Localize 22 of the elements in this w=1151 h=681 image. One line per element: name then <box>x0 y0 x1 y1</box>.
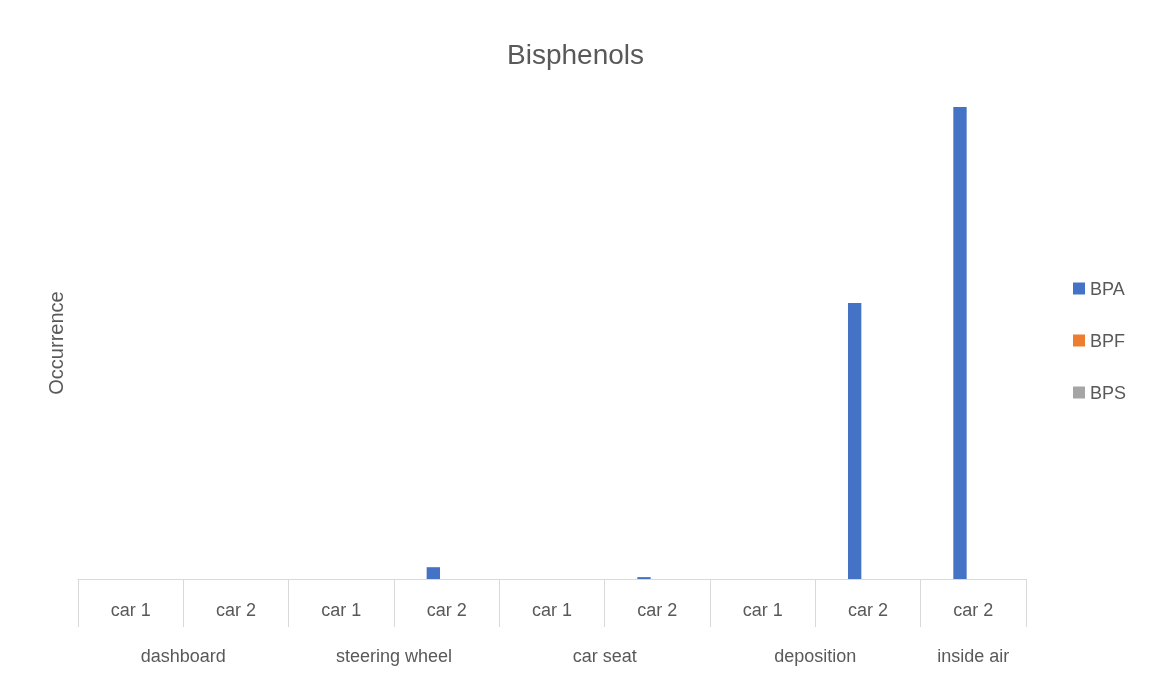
x-tick-label: car 2 <box>215 600 257 620</box>
x-tick-label: car 1 <box>110 600 151 620</box>
text: inside air <box>937 646 1010 666</box>
chart-title: Bisphenols <box>507 38 644 70</box>
x-tick-label: car 1 <box>531 600 573 620</box>
text: dashboard <box>140 646 226 666</box>
text: car seat <box>572 646 637 666</box>
text: steering wheel <box>335 646 453 666</box>
legend-label: BPA <box>1089 278 1125 299</box>
bar <box>847 302 862 579</box>
y-axis-title: Occurrence <box>45 291 67 395</box>
x-tick-label: car 2 <box>637 600 678 620</box>
legend-label: BPF <box>1089 330 1125 351</box>
bar <box>953 107 967 579</box>
legend-label: BPS <box>1089 382 1127 403</box>
bar <box>426 567 440 579</box>
x-tick-label: car 1 <box>742 600 783 620</box>
text: deposition <box>774 646 857 666</box>
x-tick-label: car 2 <box>426 600 467 620</box>
x-tick-label: car 1 <box>321 600 362 620</box>
x-tick-label: car 2 <box>953 600 994 620</box>
x-tick-label: car 2 <box>847 600 889 620</box>
